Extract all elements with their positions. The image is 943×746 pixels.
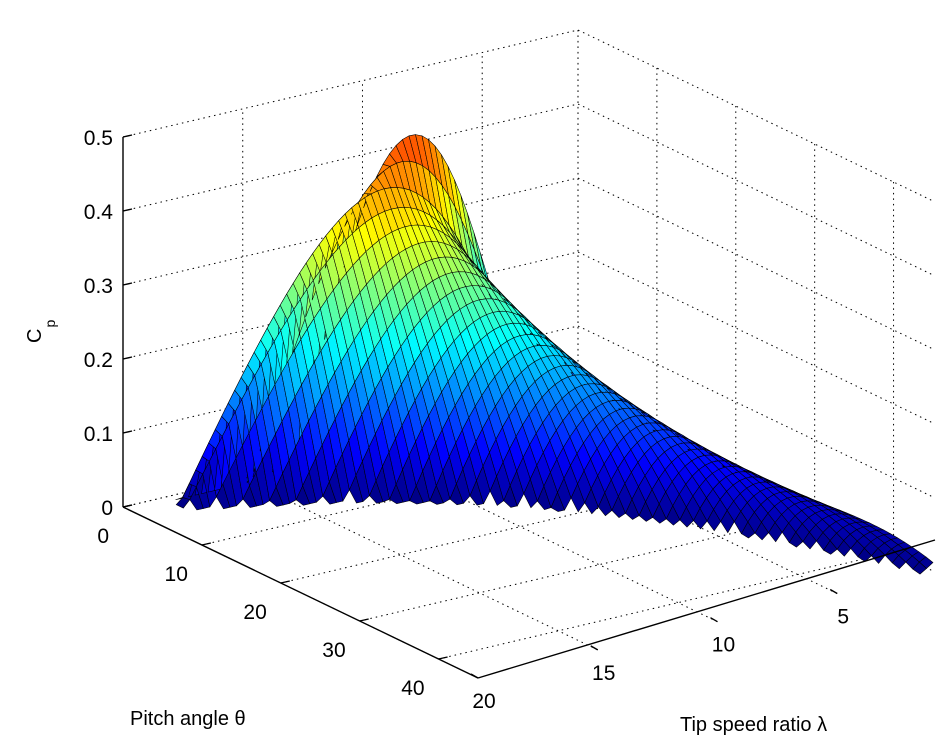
z-tick-label: 0.3	[84, 275, 113, 298]
surface-patch	[918, 556, 934, 569]
z-tick-mark	[122, 134, 133, 138]
theta-tick-label: 40	[401, 677, 424, 700]
lambda-tick-label: 20	[472, 690, 495, 713]
theta-tick-label: 10	[165, 563, 188, 586]
z-tick-mark	[122, 208, 133, 212]
z-tick-mark	[122, 430, 133, 434]
z-tick-label: 0	[101, 497, 113, 520]
z-gridline	[122, 103, 934, 276]
lambda-tick-label: 15	[592, 662, 615, 685]
lambda-tick-mark	[470, 673, 479, 679]
theta-tick-label: 0	[97, 525, 109, 548]
z-tick-label: 0.2	[84, 349, 113, 372]
lambda-tick-mark	[829, 588, 838, 595]
back-grid	[122, 29, 934, 679]
lambda-tick-label: 10	[712, 634, 735, 657]
cp-surface	[175, 134, 934, 575]
theta-tick-mark	[122, 504, 133, 508]
z-tick-label: 0.4	[84, 201, 114, 224]
lambda-tick-mark	[590, 645, 599, 651]
theta-axis-line	[122, 506, 479, 679]
theta-tick-mark	[280, 580, 290, 584]
z-gridline	[122, 29, 934, 202]
front-axes	[122, 134, 936, 679]
tick-labels: 0 0.1 0.2 0.3 0.4 0.5 0 10 20 30 40 5 10 15 20	[84, 127, 849, 713]
y-axis-label: Pitch angle θ	[130, 708, 246, 730]
z-tick-mark	[122, 356, 133, 360]
lambda-tick-mark	[710, 617, 718, 623]
theta-tick-label: 30	[322, 639, 345, 662]
lambda-axis-line	[477, 539, 936, 679]
z-axis-label: Cp	[24, 320, 58, 343]
z-tick-mark	[122, 282, 133, 286]
z-tick-label: 0.1	[84, 423, 113, 446]
x-axis-label: Tip speed ratio λ	[680, 714, 827, 736]
lambda-tick-label: 5	[837, 606, 849, 629]
theta-tick-mark	[201, 542, 212, 546]
theta-tick-mark	[359, 618, 369, 622]
theta-tick-label: 20	[243, 601, 266, 624]
z-tick-label: 0.5	[84, 127, 113, 150]
theta-tick-mark	[438, 656, 448, 660]
